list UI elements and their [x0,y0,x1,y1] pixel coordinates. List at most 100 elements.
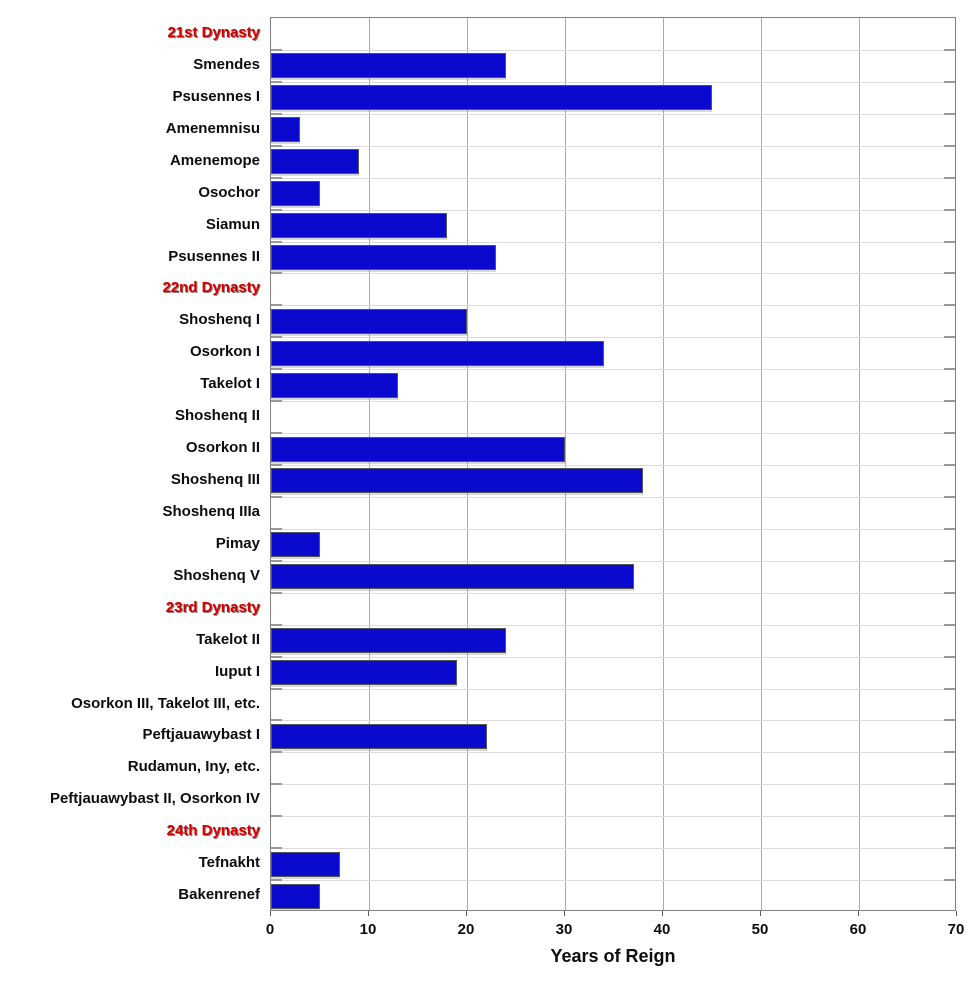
gridline-horizontal [271,816,955,817]
y-tick-mark-left [271,464,282,466]
category-label: Bakenrenef [178,886,260,904]
category-label: Iuput I [215,662,260,680]
y-tick-mark-left [271,209,282,211]
x-tick-label: 0 [265,921,275,938]
y-tick-mark-right [944,400,955,402]
gridline-vertical [760,18,762,910]
y-tick-mark-left [271,719,282,721]
gridline-horizontal [271,529,955,530]
y-tick-mark-left [271,177,282,179]
category-label: Osorkon II [185,439,260,457]
dynasty-header-label: 23rd Dynasty [165,598,260,616]
reign-bar [271,436,565,462]
x-tick-mark [955,911,957,916]
y-tick-mark-left [271,879,282,881]
gridline-horizontal [271,369,955,370]
reign-bar [271,660,458,686]
category-label: Peftjauawybast II, Osorkon IV [49,790,260,808]
y-tick-mark-right [944,496,955,498]
dynasty-header-label: 21st Dynasty [167,24,260,41]
y-tick-mark-left [271,368,282,370]
y-tick-mark-left [271,560,282,562]
category-label: Smendes [193,55,260,73]
y-tick-mark-left [271,49,282,51]
x-tick-mark [661,911,663,916]
category-label: Takelot I [200,375,260,393]
reign-bar [271,53,507,79]
gridline-horizontal [271,848,955,849]
y-tick-mark-right [944,336,955,338]
y-tick-mark-right [944,241,955,243]
y-tick-mark-left [271,336,282,338]
gridline-horizontal [271,50,955,51]
category-label: Shoshenq V [173,566,260,584]
reign-bar [271,244,497,270]
y-tick-mark-right [944,688,955,690]
y-tick-mark-left [271,592,282,594]
y-tick-mark-right [944,209,955,211]
y-tick-mark-left [271,272,282,274]
gridline-horizontal [271,720,955,721]
y-tick-mark-right [944,624,955,626]
x-tick-label: 30 [555,921,573,938]
gridline-horizontal [271,242,955,243]
reign-bar [271,340,605,366]
y-tick-mark-left [271,656,282,658]
dynasty-header-label: 22nd Dynasty [162,279,260,297]
y-tick-mark-left [271,241,282,243]
x-tick-mark [759,911,761,916]
x-tick-label: 10 [359,921,377,938]
y-tick-mark-left [271,400,282,402]
y-tick-mark-right [944,113,955,115]
x-tick-label: 20 [457,921,475,938]
reign-bar [271,723,487,749]
gridline-vertical [858,18,860,910]
category-label: Shoshenq II [174,407,260,425]
x-tick-label: 60 [849,921,867,938]
y-tick-mark-right [944,272,955,274]
x-tick-mark [857,911,859,916]
gridline-horizontal [271,82,955,83]
y-tick-mark-left [271,688,282,690]
category-label: Pimay [215,534,260,552]
y-tick-mark-right [944,49,955,51]
gridline-horizontal [271,465,955,466]
y-tick-mark-right [944,751,955,753]
reign-bar [271,628,507,654]
y-tick-mark-left [271,528,282,530]
gridline-horizontal [271,178,955,179]
category-label: Siamun [205,215,260,233]
reign-bar [271,851,340,877]
y-tick-mark-left [271,847,282,849]
reign-bar [271,308,467,334]
plot-area [270,17,956,911]
category-label: Osochor [198,183,260,201]
y-tick-mark-right [944,145,955,147]
gridline-vertical [368,18,370,910]
x-tick-mark [563,911,565,916]
gridline-horizontal [271,593,955,594]
gridline-horizontal [271,114,955,115]
dynasty-header-label: 24th Dynasty [166,822,260,840]
y-tick-mark-right [944,177,955,179]
category-label: Takelot II [196,630,260,648]
category-label: Psusennes II [168,247,260,265]
reign-bar [271,117,301,143]
y-tick-mark-right [944,464,955,466]
category-label: Osorkon III, Takelot III, etc. [71,694,260,712]
reign-bar [271,532,320,558]
y-tick-mark-right [944,592,955,594]
gridline-horizontal [271,433,955,434]
gridline-horizontal [271,689,955,690]
gridline-vertical [564,18,566,910]
y-tick-mark-right [944,432,955,434]
gridline-horizontal [271,337,955,338]
y-tick-mark-right [944,304,955,306]
y-tick-mark-right [944,847,955,849]
reign-bar [271,883,320,909]
x-tick-label: 50 [751,921,769,938]
y-tick-mark-left [271,783,282,785]
reign-bar [271,213,448,239]
reign-bar [271,149,360,175]
gridline-horizontal [271,497,955,498]
